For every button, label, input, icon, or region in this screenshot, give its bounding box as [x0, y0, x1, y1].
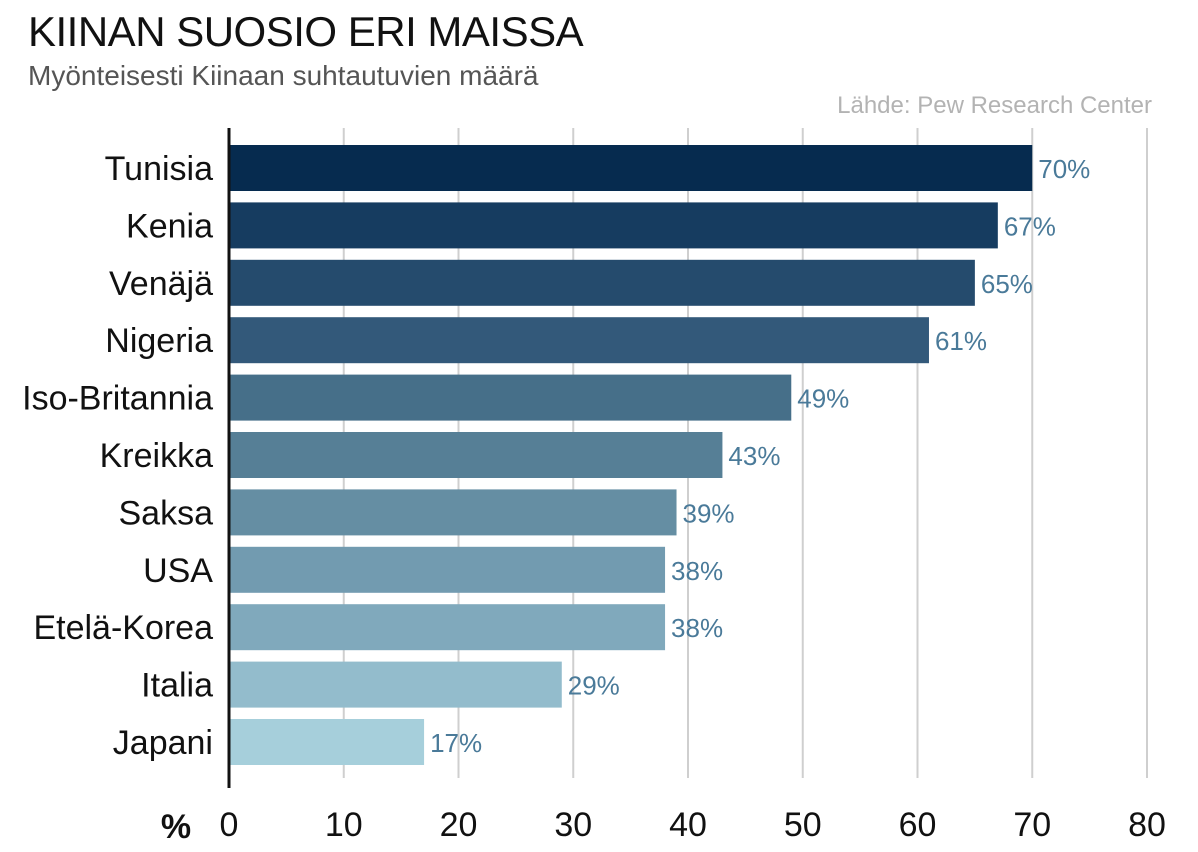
bar	[229, 317, 929, 364]
bar	[229, 661, 562, 708]
value-label: 43%	[728, 441, 780, 471]
category-label: Etelä-Korea	[33, 609, 213, 647]
value-label: 39%	[683, 498, 735, 528]
bar	[229, 259, 975, 306]
category-label: Italia	[141, 667, 213, 705]
category-label: Kenia	[126, 207, 213, 245]
category-label: Venäjä	[109, 265, 213, 303]
value-labels: 70% 67% 65% 61% 49% 43% 39% 38% 38% 29% 17%	[430, 154, 1090, 758]
x-tick-label: 30	[554, 806, 592, 844]
bar	[229, 145, 1033, 191]
bar	[229, 489, 677, 536]
x-tick-label: 60	[899, 806, 937, 844]
bar	[229, 546, 666, 593]
category-label: Kreikka	[100, 437, 213, 475]
x-tick-label: 40	[669, 806, 707, 844]
value-label: 67%	[1004, 211, 1056, 241]
value-label: 70%	[1038, 154, 1090, 184]
value-label: 49%	[797, 384, 849, 414]
bar	[229, 432, 723, 478]
category-label: Nigeria	[105, 322, 213, 360]
bar	[229, 202, 998, 249]
source-note: Lähde: Pew Research Center	[837, 92, 1152, 119]
category-label: Japani	[113, 724, 213, 762]
category-labels: Tunisia Kenia Venäjä Nigeria Iso-Britannia Kr…	[22, 150, 213, 762]
x-tick-label: 50	[784, 806, 822, 844]
x-tick-label: 70	[1013, 806, 1051, 844]
category-label: Tunisia	[105, 150, 213, 188]
bars	[229, 145, 1033, 765]
category-label: USA	[143, 552, 213, 590]
value-label: 29%	[568, 671, 620, 701]
category-label: Saksa	[119, 494, 214, 532]
bar	[229, 604, 666, 651]
x-tick-label: 0	[220, 806, 239, 844]
x-axis-unit-label: %	[161, 808, 191, 846]
x-axis-ticks: 0 10 20 30 40 50 60 70 80	[220, 806, 1166, 844]
value-label: 38%	[671, 613, 723, 643]
chart-subtitle: Myönteisesti Kiinaan suhtautuvien määrä	[28, 60, 539, 91]
value-label: 61%	[935, 326, 987, 356]
x-tick-label: 10	[325, 806, 363, 844]
bar	[229, 719, 425, 765]
value-label: 38%	[671, 556, 723, 586]
chart-title: KIINAN SUOSIO ERI MAISSA	[28, 8, 584, 55]
bar	[229, 374, 792, 421]
value-label: 65%	[981, 269, 1033, 299]
x-tick-label: 80	[1128, 806, 1166, 844]
category-label: Iso-Britannia	[22, 380, 213, 418]
value-label: 17%	[430, 728, 482, 758]
x-tick-label: 20	[440, 806, 478, 844]
